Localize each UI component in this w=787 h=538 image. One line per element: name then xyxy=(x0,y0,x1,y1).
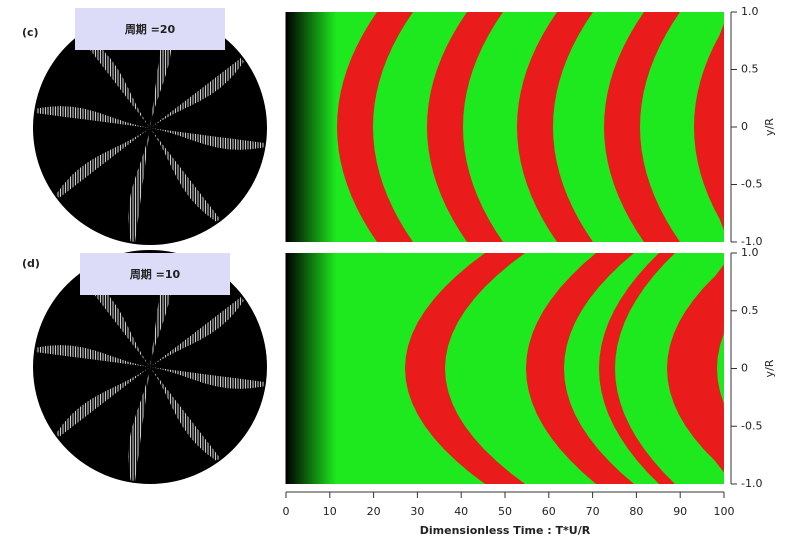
x-tick-label: 50 xyxy=(498,505,512,518)
heatmap-fade xyxy=(286,253,336,484)
y-tick-label: 1.0 xyxy=(741,246,759,259)
x-tick-label: 20 xyxy=(367,505,381,518)
panel-title: 周期 =10 xyxy=(130,267,181,281)
x-tick-label: 10 xyxy=(323,505,337,518)
x-tick-label: 70 xyxy=(586,505,600,518)
heatmap-fade xyxy=(286,12,336,242)
panel-label: (d) xyxy=(22,257,40,270)
heatmap-background xyxy=(286,253,724,484)
y-tick-label: 0.5 xyxy=(741,304,759,317)
figure: 1.00.50-0.5-1.0y/R(c)周期 =201.00.50-0.5-1… xyxy=(0,0,787,538)
x-tick-label: 90 xyxy=(673,505,687,518)
x-tick-label: 40 xyxy=(454,505,468,518)
y-tick-label: -0.5 xyxy=(741,178,762,191)
x-tick-label: 0 xyxy=(283,505,290,518)
y-tick-label: 0 xyxy=(741,120,748,133)
panel-label: (c) xyxy=(22,26,39,39)
x-tick-label: 60 xyxy=(542,505,556,518)
x-axis-label: Dimensionless Time : T*U/R xyxy=(420,524,591,537)
y-tick-label: 0.5 xyxy=(741,63,759,76)
y-tick-label: 0 xyxy=(741,362,748,375)
y-axis-label: y/R xyxy=(763,118,776,136)
y-tick-label: 1.0 xyxy=(741,5,759,18)
y-axis-label: y/R xyxy=(763,359,776,377)
panel-title: 周期 =20 xyxy=(125,22,176,36)
x-tick-label: 80 xyxy=(629,505,643,518)
y-tick-label: -1.0 xyxy=(741,477,762,490)
x-tick-label: 100 xyxy=(714,505,735,518)
x-tick-label: 30 xyxy=(410,505,424,518)
y-tick-label: -0.5 xyxy=(741,419,762,432)
